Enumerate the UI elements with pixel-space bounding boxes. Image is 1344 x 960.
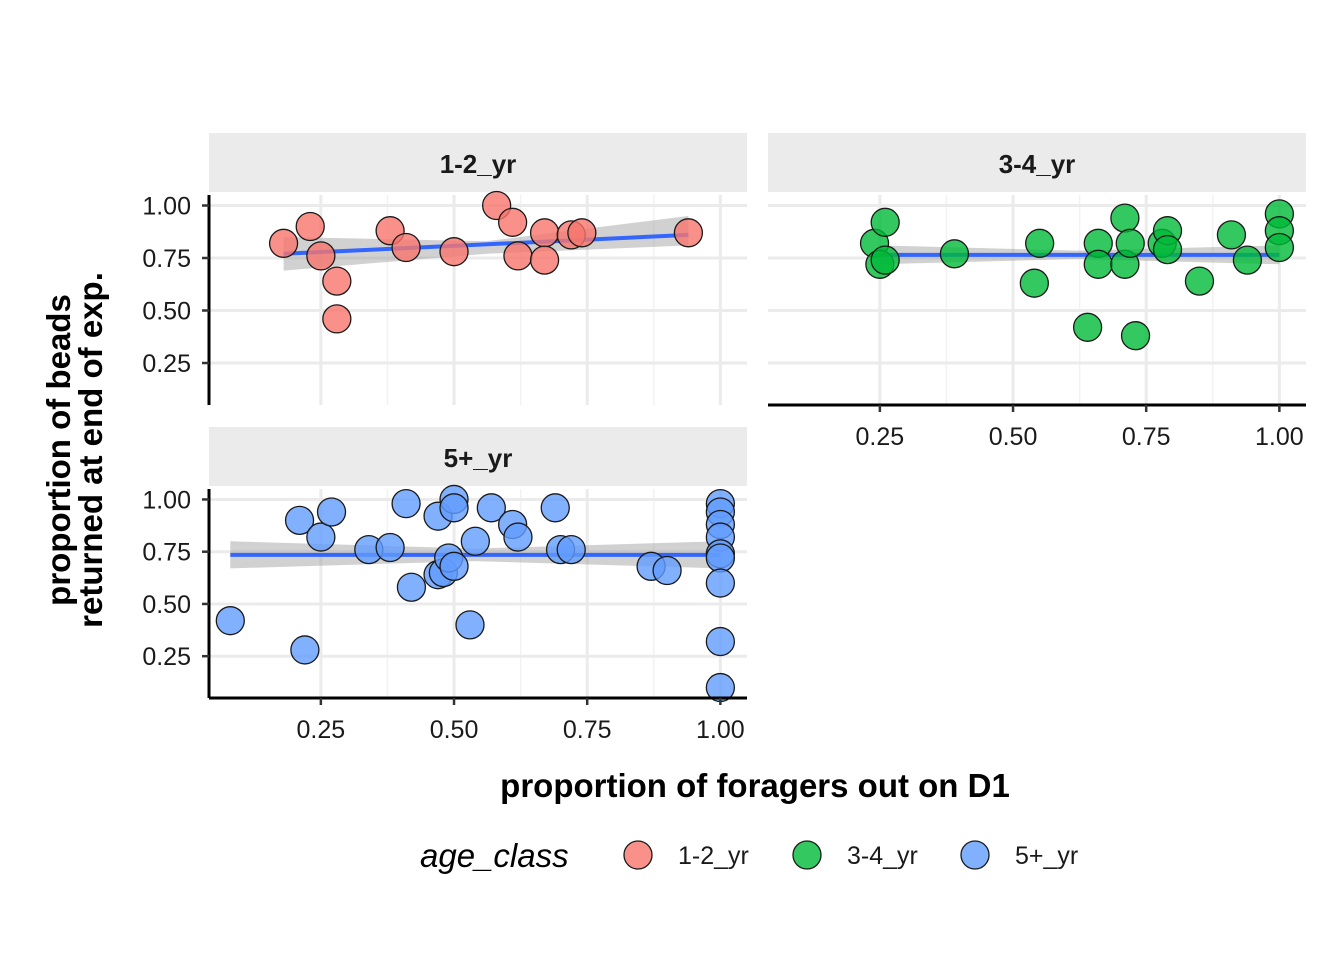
x-tick-label: 0.25 [856, 423, 905, 451]
y-tick-label: 0.50 [142, 298, 191, 326]
data-point [1232, 245, 1263, 275]
data-point [460, 526, 490, 556]
legend-key [960, 840, 990, 870]
x-tick-label: 1.00 [696, 716, 745, 744]
facet-panel-5+_yr: 5+_yr 0.25 0.50 0.75 1.00 0.25 0.50 0.75 1.00 [142, 427, 747, 744]
data-point [295, 211, 325, 242]
data-point [1019, 268, 1049, 298]
legend-label: 1-2_yr [678, 842, 749, 870]
y-axis-title: proportion of beads [40, 294, 77, 606]
data-point [673, 218, 704, 248]
x-axis-title: proportion of foragers out on D1 [500, 767, 1010, 804]
data-point [391, 488, 421, 519]
x-tick-label: 1.00 [1255, 423, 1304, 451]
data-point [439, 493, 469, 523]
legend-entry-5+_yr: 5+_yr [960, 840, 1078, 870]
y-tick-label: 1.00 [142, 486, 191, 514]
data-point [939, 239, 970, 269]
data-point [1115, 228, 1145, 258]
data-point [455, 610, 485, 640]
facet-panels: 1-2_yr 0.25 0.50 0.75 1.00 3-4_yr 0.25 0.50 0.75… [142, 133, 1306, 744]
data-point [540, 493, 570, 523]
legend-label: 5+_yr [1015, 842, 1078, 870]
data-point [391, 232, 421, 263]
facet-strip-label: 5+_yr [444, 443, 513, 473]
y-tick-label: 0.25 [142, 643, 191, 671]
data-point [215, 606, 245, 636]
data-point [1216, 220, 1247, 250]
data-point [476, 493, 506, 523]
facet-strip [209, 427, 747, 486]
data-point [529, 218, 560, 248]
data-point [322, 304, 352, 334]
facet-panel-3-4_yr: 3-4_yr 0.25 0.50 0.75 1.00 [768, 133, 1306, 451]
data-point [284, 505, 315, 535]
x-tick-label: 0.50 [430, 716, 479, 744]
legend-entry-1-2_yr: 1-2_yr [623, 840, 749, 870]
data-point [290, 635, 320, 665]
data-point [1184, 266, 1215, 296]
facet-strip-label: 3-4_yr [999, 149, 1076, 179]
data-point [705, 626, 736, 657]
data-point [1152, 234, 1183, 265]
legend-key [792, 840, 822, 870]
data-point [529, 245, 560, 275]
data-point [322, 266, 352, 296]
legend-title: age_class [420, 837, 569, 874]
x-tick-label: 0.50 [989, 423, 1038, 451]
data-point [268, 228, 299, 258]
x-tick-label: 0.25 [297, 716, 346, 744]
data-point [439, 237, 469, 267]
data-point [396, 572, 427, 602]
y-tick-label: 0.25 [142, 350, 191, 378]
x-tick-label: 0.75 [1122, 423, 1171, 451]
data-point [1120, 321, 1151, 351]
legend-entry-3-4_yr: 3-4_yr [792, 840, 918, 870]
y-tick-label: 0.50 [142, 591, 191, 619]
data-point [1083, 249, 1113, 279]
data-point [497, 207, 528, 237]
data-point [439, 551, 469, 581]
data-point [1025, 228, 1055, 258]
legend-label: 3-4_yr [847, 842, 918, 870]
data-point [870, 207, 900, 237]
data-point [870, 245, 900, 275]
data-point [705, 568, 736, 598]
legend-entries: 1-2_yr 3-4_yr 5+_yr [623, 840, 1078, 870]
data-point [316, 497, 347, 527]
data-point [567, 218, 597, 248]
y-tick-label: 0.75 [142, 245, 191, 273]
facet-strip [209, 133, 747, 192]
data-point [503, 241, 533, 271]
data-point [1072, 312, 1103, 342]
y-tick-label: 1.00 [142, 193, 191, 221]
y-axis-title: returned at end of exp. [72, 272, 109, 628]
y-axis-title-line-1: proportion of beads [40, 294, 77, 606]
data-point [1110, 203, 1140, 233]
y-axis-title-line-2: returned at end of exp. [72, 272, 109, 628]
data-point [503, 522, 533, 552]
data-point [1264, 232, 1295, 263]
facet-strip [768, 133, 1306, 192]
data-point [652, 555, 682, 586]
facet-panel-1-2_yr: 1-2_yr 0.25 0.50 0.75 1.00 [142, 133, 747, 405]
data-point [306, 522, 336, 552]
x-tick-label: 0.75 [563, 716, 612, 744]
regression-line [283, 232, 689, 256]
data-point [306, 241, 336, 271]
data-point [556, 534, 586, 565]
legend-key [623, 840, 653, 870]
data-point [705, 543, 736, 573]
legend: age_class 1-2_yr 3-4_yr 5+_yr [420, 837, 1078, 874]
facet-strip-label: 1-2_yr [440, 149, 517, 179]
data-point [375, 532, 405, 563]
y-tick-label: 0.75 [142, 539, 191, 567]
